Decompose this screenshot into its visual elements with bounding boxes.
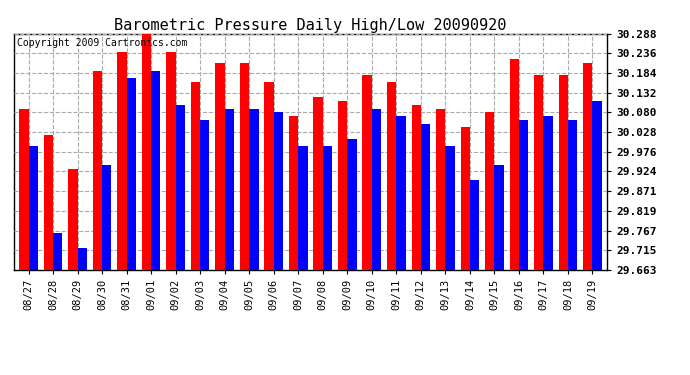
Bar	[411, 105, 421, 270]
Bar	[347, 139, 357, 270]
Bar	[436, 109, 445, 270]
Bar	[544, 116, 553, 270]
Bar	[362, 75, 372, 270]
Bar	[445, 146, 455, 270]
Bar	[19, 109, 28, 270]
Text: Copyright 2009 Cartronics.com: Copyright 2009 Cartronics.com	[17, 39, 187, 48]
Bar	[274, 112, 283, 270]
Bar	[519, 120, 529, 270]
Bar	[102, 165, 111, 270]
Bar	[510, 60, 519, 270]
Bar	[43, 135, 53, 270]
Bar	[372, 109, 381, 270]
Bar	[77, 249, 87, 270]
Bar	[225, 109, 234, 270]
Title: Barometric Pressure Daily High/Low 20090920: Barometric Pressure Daily High/Low 20090…	[115, 18, 506, 33]
Bar	[240, 63, 249, 270]
Bar	[396, 116, 406, 270]
Bar	[289, 116, 298, 270]
Bar	[583, 63, 593, 270]
Bar	[28, 146, 38, 270]
Bar	[126, 78, 136, 270]
Bar	[176, 105, 185, 270]
Bar	[166, 52, 176, 270]
Bar	[568, 120, 578, 270]
Bar	[495, 165, 504, 270]
Bar	[387, 82, 396, 270]
Bar	[323, 146, 332, 270]
Bar	[215, 63, 225, 270]
Bar	[68, 169, 77, 270]
Bar	[298, 146, 308, 270]
Bar	[142, 33, 151, 270]
Bar	[117, 52, 126, 270]
Bar	[191, 82, 200, 270]
Bar	[92, 71, 102, 270]
Bar	[534, 75, 544, 270]
Bar	[338, 101, 347, 270]
Bar	[421, 124, 430, 270]
Bar	[151, 71, 161, 270]
Bar	[264, 82, 274, 270]
Bar	[485, 112, 495, 270]
Bar	[200, 120, 210, 270]
Bar	[249, 109, 259, 270]
Bar	[313, 97, 323, 270]
Bar	[559, 75, 568, 270]
Bar	[470, 180, 479, 270]
Bar	[53, 233, 62, 270]
Bar	[460, 128, 470, 270]
Bar	[593, 101, 602, 270]
